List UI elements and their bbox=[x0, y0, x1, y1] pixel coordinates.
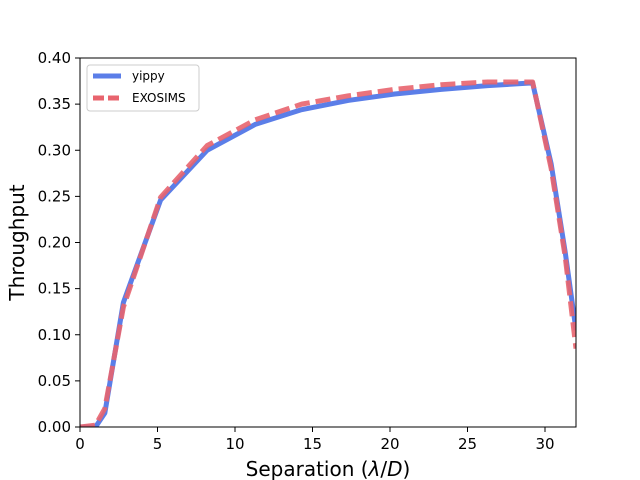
x-label-close: ) bbox=[403, 457, 411, 480]
y-tick-label: 0.20 bbox=[38, 234, 71, 252]
x-label-d: D bbox=[387, 457, 402, 480]
y-tick-label: 0.40 bbox=[38, 49, 71, 67]
x-tick-label: 20 bbox=[380, 435, 399, 453]
x-tick-label: 5 bbox=[153, 435, 163, 453]
legend-label-exosims: EXOSIMS bbox=[132, 91, 186, 105]
x-label-text: Separation ( bbox=[246, 457, 369, 480]
x-tick-label: 25 bbox=[458, 435, 477, 453]
x-tick-label: 30 bbox=[535, 435, 554, 453]
x-tick-label: 10 bbox=[225, 435, 244, 453]
series-layer bbox=[80, 79, 576, 427]
x-label-slash: / bbox=[380, 457, 387, 480]
legend-label-yippy: yippy bbox=[132, 69, 165, 83]
y-tick-label: 0.30 bbox=[38, 141, 71, 159]
y-axis-ticks: 0.00 0.05 0.10 0.15 0.20 0.25 0.30 0.35 0.40 bbox=[38, 49, 80, 436]
series-line-yippy bbox=[80, 80, 576, 427]
x-tick-label: 0 bbox=[75, 435, 85, 453]
x-tick-label: 15 bbox=[303, 435, 322, 453]
y-tick-label: 0.35 bbox=[38, 95, 71, 113]
y-tick-label: 0.05 bbox=[38, 372, 71, 390]
y-tick-label: 0.00 bbox=[38, 418, 71, 436]
plot-frame bbox=[79, 57, 577, 428]
series-line-exosims bbox=[80, 79, 576, 427]
y-tick-label: 0.15 bbox=[38, 280, 71, 298]
x-label-lambda: λ bbox=[368, 457, 381, 480]
y-tick-label: 0.10 bbox=[38, 326, 71, 344]
y-axis-label: Throughput bbox=[5, 184, 29, 301]
x-axis-label: Separation (λ/D) bbox=[246, 457, 411, 480]
legend: yippy EXOSIMS bbox=[86, 64, 200, 112]
y-tick-label: 0.25 bbox=[38, 187, 71, 205]
x-axis-ticks: 0 5 10 15 20 25 30 bbox=[75, 427, 555, 453]
